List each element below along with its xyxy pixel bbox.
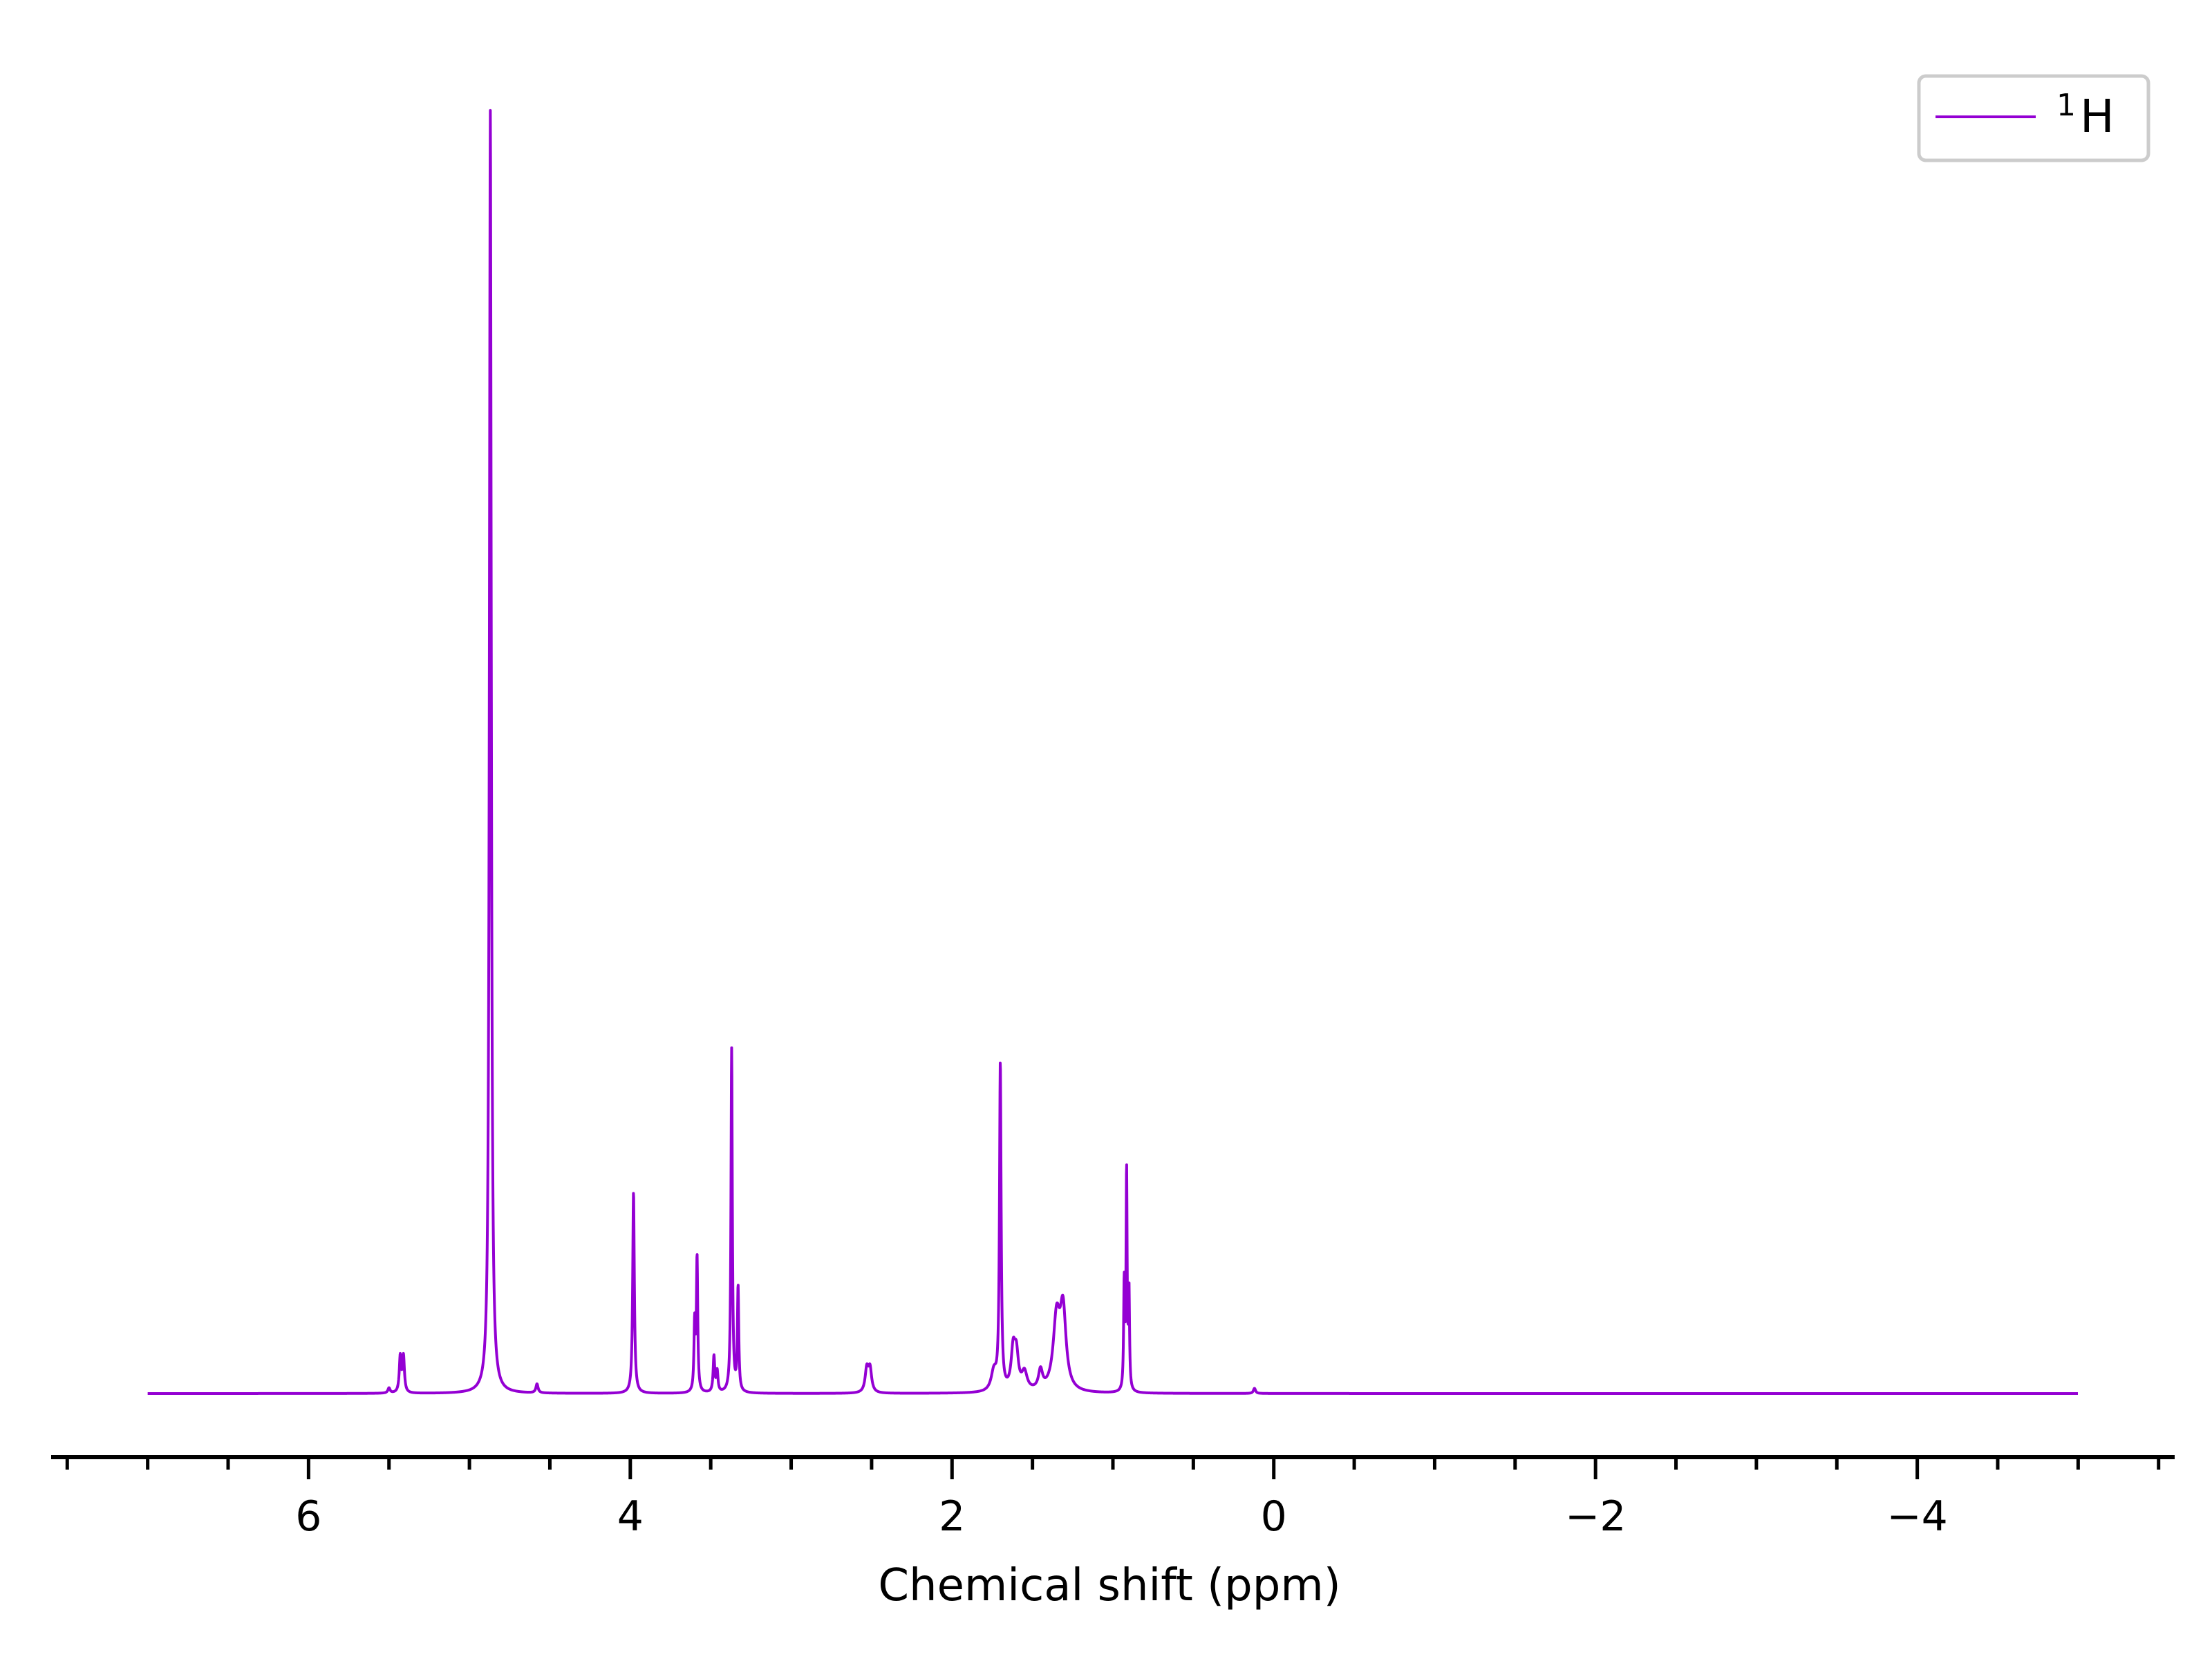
plot-area <box>146 109 2079 1395</box>
x-tick-label: 0 <box>1261 1492 1287 1541</box>
spectrum-line-1h <box>146 109 2079 1395</box>
legend-label-main: H <box>2080 90 2115 143</box>
x-axis-label: Chemical shift (ppm) <box>878 1560 1340 1611</box>
x-tick-label: 4 <box>617 1492 644 1541</box>
legend-label-superscript: 1 <box>2056 88 2076 123</box>
legend[interactable]: 1H <box>1917 74 2150 162</box>
x-tick-label: 6 <box>295 1492 321 1541</box>
x-axis: 6 4 2 0 −2 −4 <box>51 1455 2175 1541</box>
x-tick-label: −2 <box>1565 1492 1626 1541</box>
x-tick-label: −4 <box>1886 1492 1947 1541</box>
x-tick-label: 2 <box>939 1492 965 1541</box>
legend-label: 1H <box>2056 88 2115 143</box>
